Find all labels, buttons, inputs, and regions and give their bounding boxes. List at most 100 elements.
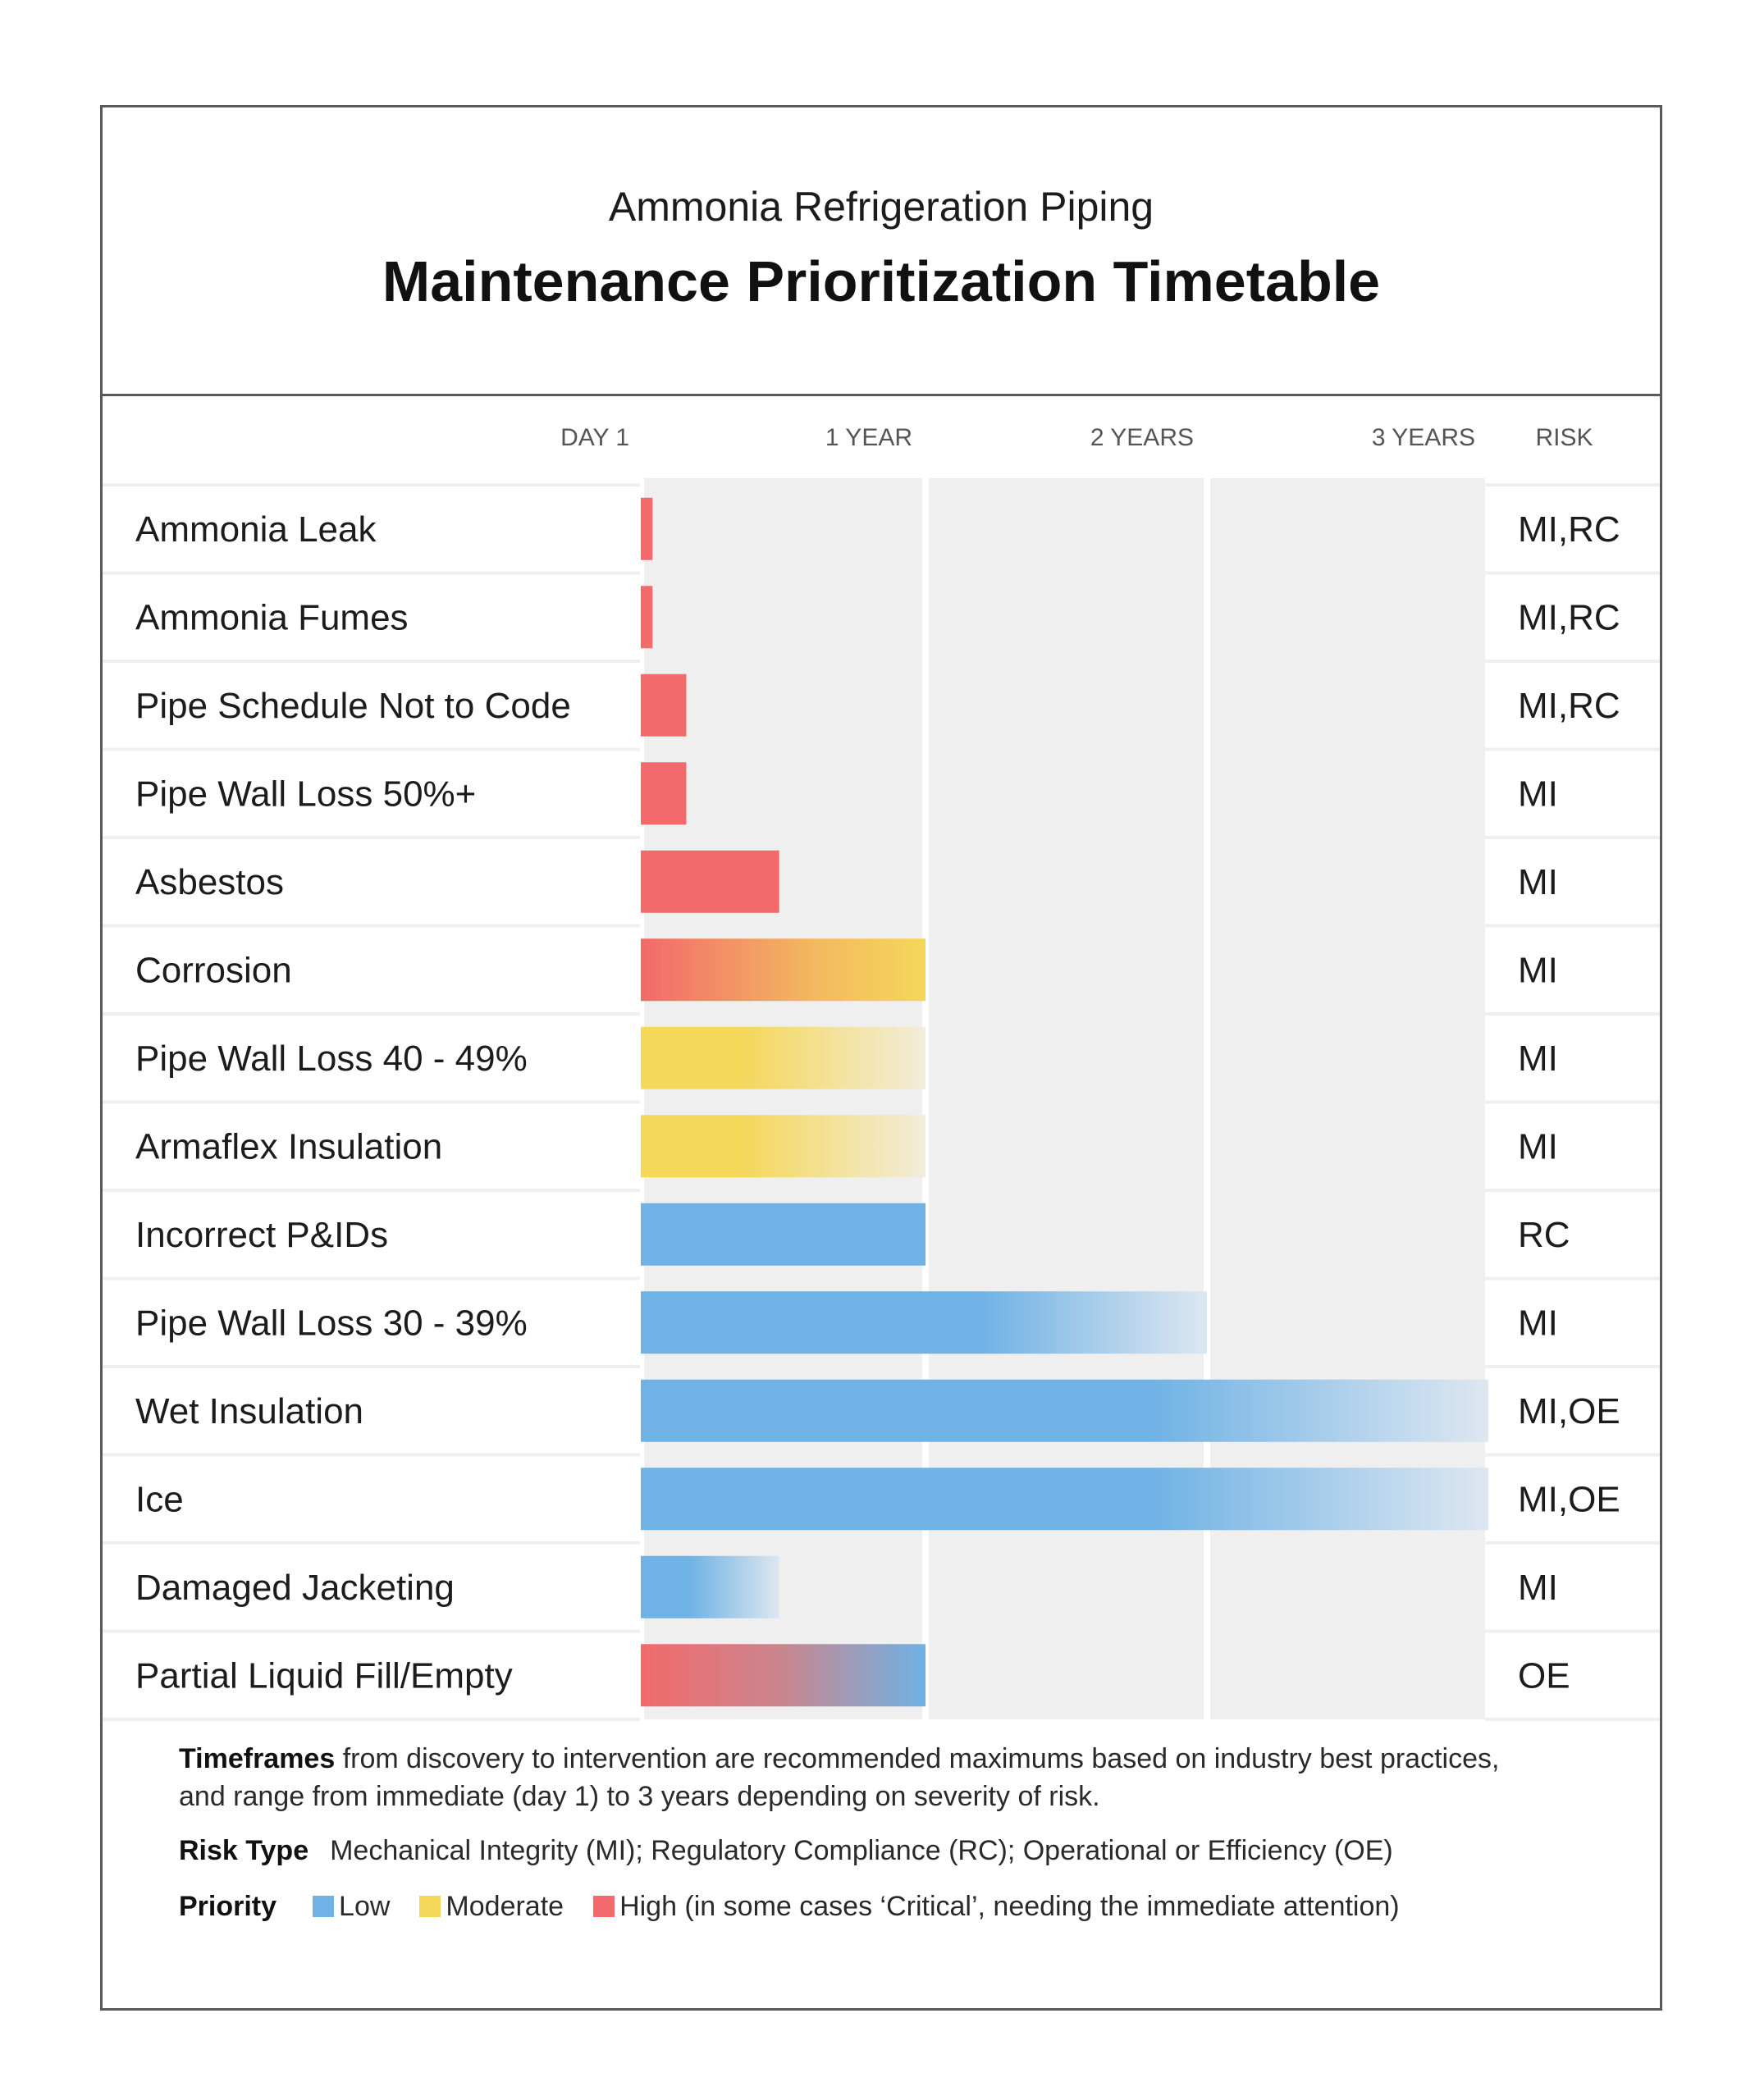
risk-type-label: Risk Type [179,1835,309,1866]
row-divider-label [103,1629,640,1633]
legend-swatch-high [593,1896,615,1917]
tick-label-3: 3 YEARS [1372,424,1475,451]
risk-type-text: Mechanical Integrity (MI); Regulatory Co… [330,1835,1393,1866]
bar [641,1644,925,1707]
risk-header: RISK [1535,424,1593,451]
row-divider-label [103,571,640,575]
timeframes-text-2: and range from immediate (day 1) to 3 ye… [179,1781,1100,1812]
notes-section: Timeframes from discovery to interventio… [179,1740,1606,1925]
legend-item-high: High (in some cases ‘Critical’, needing … [593,1888,1400,1925]
bar [641,586,653,649]
timeframes-note: Timeframes from discovery to interventio… [179,1740,1606,1778]
legend-label-moderate: Moderate [446,1891,564,1922]
chart-frame: Ammonia Refrigeration Piping Maintenance… [100,105,1662,2011]
row-label: Incorrect P&IDs [135,1215,388,1255]
year-separator [1204,396,1210,1719]
row-divider-label [103,1365,640,1368]
row-divider-risk [1485,1718,1660,1721]
bar [641,1203,925,1266]
title-block: Ammonia Refrigeration Piping Maintenance… [103,107,1660,396]
risk-value: MI [1518,950,1558,990]
header-row-background [103,396,1660,478]
row-label: Armaflex Insulation [135,1126,442,1166]
tick-label-2: 2 YEARS [1090,424,1194,451]
row-label: Ammonia Leak [135,509,377,550]
priority-label: Priority [179,1891,277,1922]
row-divider-risk [1485,1276,1660,1281]
priority-legend: Priority Low Moderate High (in some case… [179,1888,1606,1925]
bar [641,938,925,1002]
timeline-background [644,478,1488,1719]
legend-swatch-low [313,1896,335,1917]
year-separator [1485,396,1492,1719]
risk-value: OE [1518,1655,1570,1696]
bar [641,1291,1207,1354]
bar [641,1115,925,1178]
row-divider-label [103,1453,640,1457]
row-divider-risk [1485,1453,1660,1457]
row-label: Damaged Jacketing [135,1568,455,1608]
row-label: Asbestos [135,862,284,902]
timeline-chart-svg: DAY 1 1 YEAR 2 YEARS 3 YEARS RISK Ammonia Lea… [103,396,1660,1721]
row-divider-label [103,1718,640,1721]
risk-value: MI [1518,1568,1558,1608]
risk-type-note: Risk Type Mechanical Integrity (MI); Regu… [179,1832,1606,1869]
row-label: Partial Liquid Fill/Empty [135,1655,513,1696]
risk-value: MI,RC [1518,597,1620,637]
legend-label-high: High (in some cases ‘Critical’, needing … [619,1891,1400,1922]
legend-label-low: Low [339,1891,391,1922]
bar [641,1468,1488,1531]
row-divider-risk [1485,1189,1660,1192]
bar [641,673,687,737]
row-label: Ice [135,1479,184,1519]
row-divider-risk [1485,483,1660,486]
row-divider-risk [1485,1541,1660,1545]
row-divider-label [103,1189,640,1192]
risk-value: MI,OE [1518,1479,1620,1519]
row-divider-label [103,836,640,839]
row-divider-label [103,483,640,486]
row-divider-label [103,747,640,751]
row-divider-risk [1485,1365,1660,1368]
row-label: Pipe Wall Loss 50%+ [135,774,476,814]
chart-subtitle: Ammonia Refrigeration Piping [608,184,1154,230]
row-label: Pipe Wall Loss 40 - 49% [135,1039,528,1079]
bar [641,762,687,825]
bar [641,497,653,560]
timeframes-text-1: from discovery to intervention are recom… [335,1743,1500,1774]
row-label: Ammonia Fumes [135,597,409,637]
row-divider-label [103,1541,640,1545]
risk-value: RC [1518,1215,1570,1255]
row-divider-risk [1485,747,1660,751]
row-divider-label [103,924,640,928]
risk-value: MI [1518,1126,1558,1166]
row-label: Wet Insulation [135,1391,363,1431]
legend-item-moderate: Moderate [419,1888,564,1925]
risk-value: MI [1518,774,1558,814]
legend-swatch-moderate [419,1896,441,1917]
risk-value: MI,RC [1518,686,1620,726]
risk-value: MI,RC [1518,509,1620,550]
risk-value: MI [1518,1039,1558,1079]
row-divider-label [103,660,640,663]
timeline-chart: DAY 1 1 YEAR 2 YEARS 3 YEARS RISK Ammonia Lea… [103,396,1660,1725]
row-divider-risk [1485,836,1660,839]
row-label: Corrosion [135,950,292,990]
legend-item-low: Low [313,1888,390,1925]
row-divider-risk [1485,924,1660,928]
row-label: Pipe Wall Loss 30 - 39% [135,1303,528,1343]
day1-separator [638,396,644,478]
bar [641,1379,1488,1442]
risk-value: MI,OE [1518,1391,1620,1431]
row-divider-risk [1485,660,1660,663]
timeframes-label: Timeframes [179,1743,336,1774]
tick-label-1: 1 YEAR [825,424,912,451]
row-divider-label [103,1012,640,1016]
row-divider-risk [1485,1100,1660,1104]
bar [641,850,779,913]
risk-value: MI [1518,862,1558,902]
bar [641,1555,779,1618]
row-divider-label [103,1100,640,1104]
risk-value: MI [1518,1303,1558,1343]
chart-title: Maintenance Prioritization Timetable [382,249,1381,313]
